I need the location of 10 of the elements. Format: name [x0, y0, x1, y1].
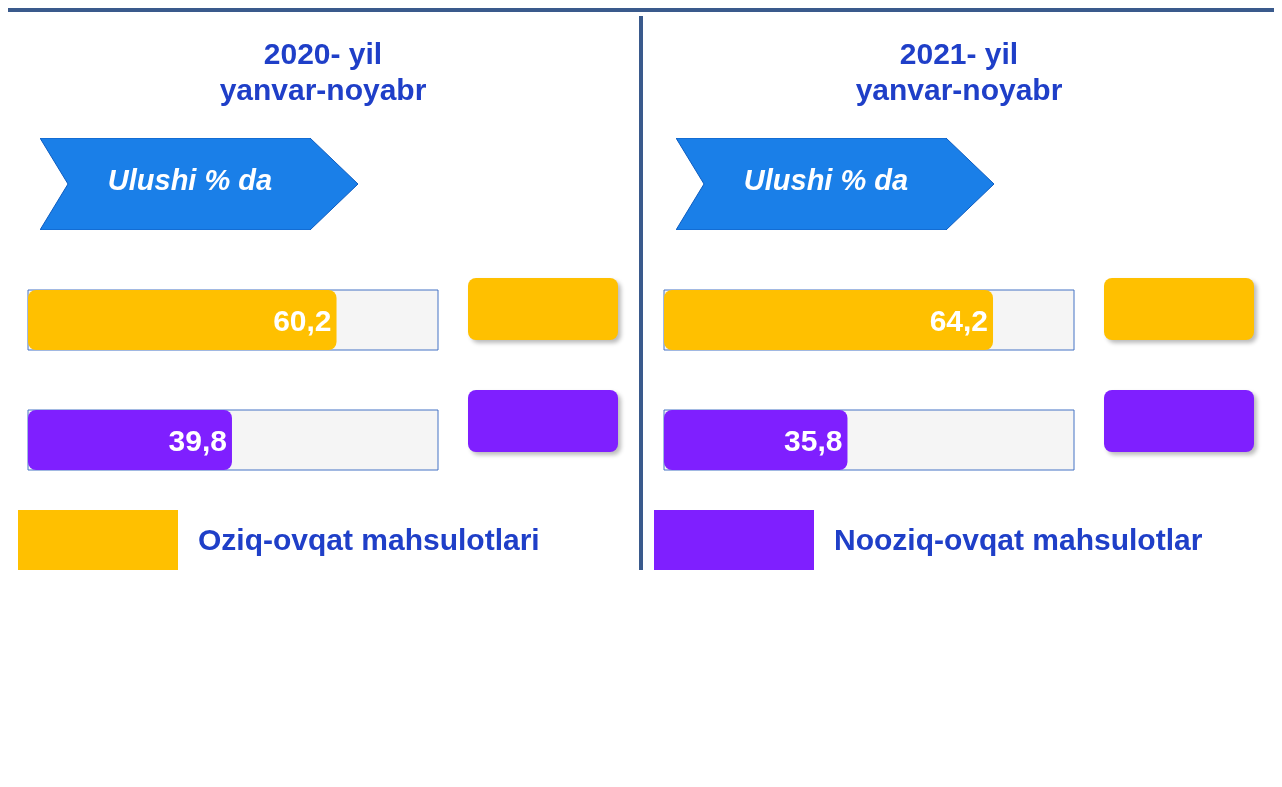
chart-title: 2021- yil yanvar-noyabr: [854, 36, 1064, 108]
text: Oziq-ovqat mahsulotlari: [198, 523, 540, 557]
chart-subtitle: Ulushi % da: [742, 164, 910, 197]
data-label: 60,2: [273, 303, 332, 337]
data-label: 64,2: [929, 303, 989, 337]
chart-subtitle: Ulushi % da: [106, 164, 274, 197]
data-label: 39,8: [168, 423, 227, 457]
series-label: Nooziq-ovqat mahsulotlar: [834, 523, 1203, 557]
data-label: 35,8: [784, 423, 843, 457]
chart-title: 2020- yil yanvar-noyabr: [218, 36, 428, 108]
